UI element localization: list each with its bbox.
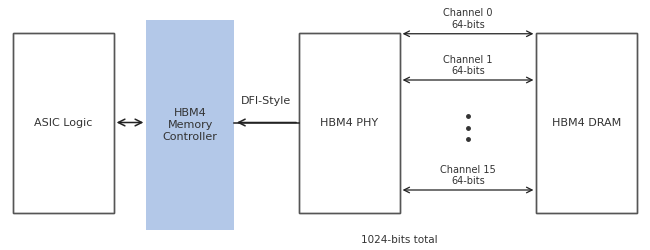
Text: HBM4 PHY: HBM4 PHY — [320, 118, 378, 128]
Text: Channel 0
64-bits: Channel 0 64-bits — [443, 8, 493, 30]
Text: Channel 1
64-bits: Channel 1 64-bits — [443, 55, 493, 76]
Text: ASIC Logic: ASIC Logic — [34, 118, 92, 128]
Text: HBM4
Memory
Controller: HBM4 Memory Controller — [162, 108, 218, 142]
Bar — [536, 32, 637, 212]
Text: 1024-bits total: 1024-bits total — [361, 235, 438, 245]
Text: DFI-Style: DFI-Style — [241, 96, 292, 106]
Text: Channel 15
64-bits: Channel 15 64-bits — [440, 165, 496, 186]
Bar — [146, 20, 234, 230]
Bar — [536, 32, 637, 212]
Bar — [299, 32, 400, 212]
Bar — [299, 32, 400, 212]
Text: HBM4 DRAM: HBM4 DRAM — [552, 118, 621, 128]
Bar — [13, 32, 114, 212]
Bar — [13, 32, 114, 212]
